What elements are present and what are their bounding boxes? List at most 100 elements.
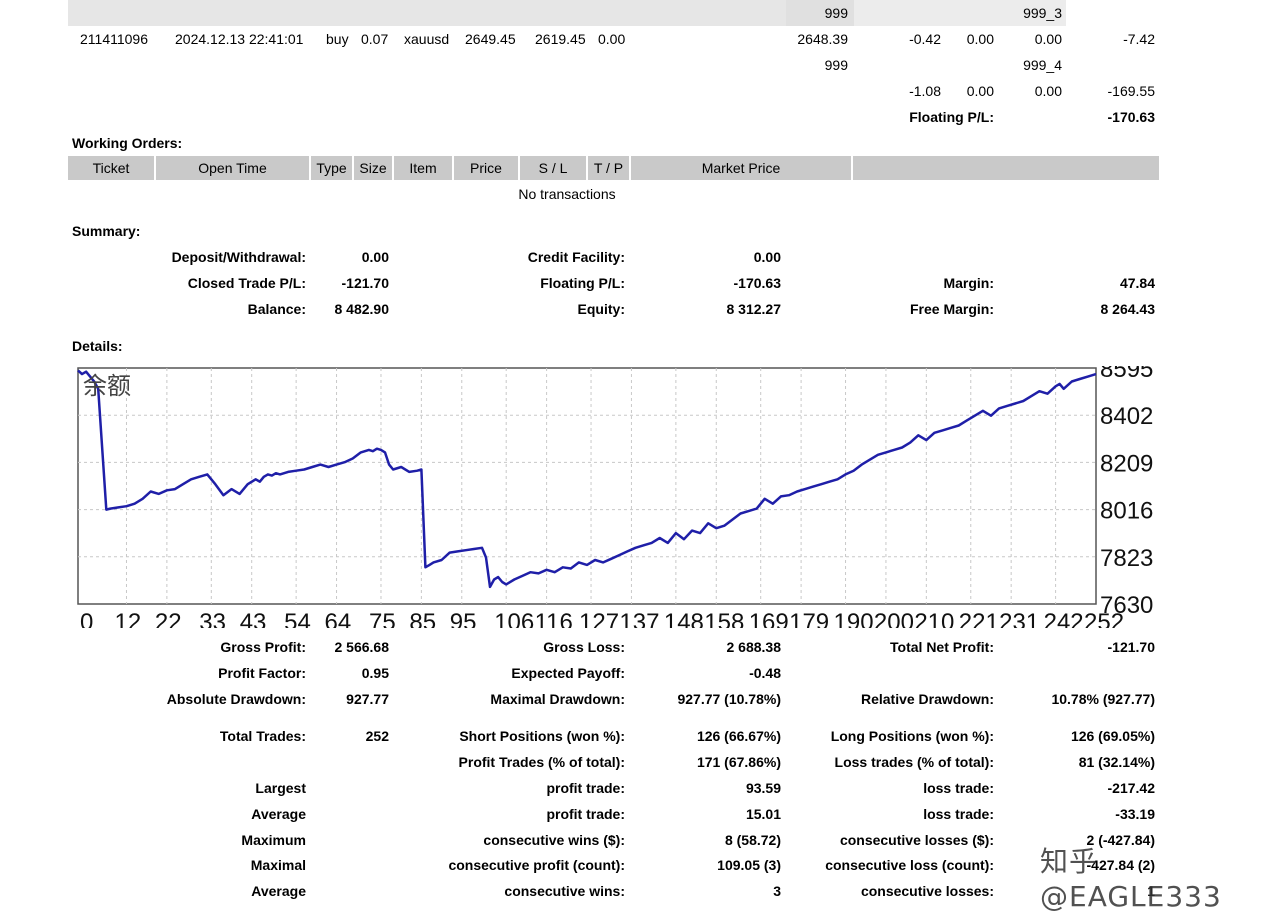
stat-value-v1-3: 252 (365, 728, 389, 744)
stat-value-v3-2: 10.78% (927.77) (1051, 691, 1155, 707)
trade-ticket: 211411096 (80, 31, 148, 47)
chart-title: 余额 (83, 372, 131, 400)
stat-label-l3-2: Relative Drawdown: (860, 691, 994, 707)
stat-label-l3-7: consecutive losses ($): (839, 832, 994, 848)
trade-open-time: 2024.12.13 22:41:01 (175, 31, 304, 47)
details-title: Details: (72, 338, 123, 354)
stat-label-l3-8: consecutive loss (count): (825, 857, 994, 873)
trade-tp: 0.00 (598, 31, 626, 47)
trades-floating-label: Floating P/L: (909, 109, 994, 125)
trade-code-a: 999_3 (1023, 5, 1062, 21)
stat-label-l2-8: consecutive profit (count): (448, 857, 625, 873)
stat-label-l2-3: Short Positions (won %): (459, 728, 625, 744)
margin-value: 47.84 (1119, 275, 1155, 291)
summary-floating-value: -170.63 (733, 275, 781, 291)
stat-label-l2-6: profit trade: (546, 806, 625, 822)
x-tick-label-7: 75 (369, 609, 396, 628)
trade-market-price: 2648.39 (797, 31, 848, 47)
trade-cell-bg (786, 0, 854, 26)
trades-floating-value: -170.63 (1107, 109, 1155, 125)
x-tick-label-17: 179 (789, 609, 829, 628)
stat-label-l2-5: profit trade: (546, 780, 625, 796)
trade-item: xauusd (404, 31, 450, 47)
x-tick-label-23: 242 (1044, 609, 1084, 628)
stat-value-v2-6: 15.01 (745, 806, 781, 822)
stat-label-l1-7: Maximum (241, 832, 306, 848)
stat-label-l1-0: Gross Profit: (220, 639, 306, 655)
trade-price-a: 999 (824, 5, 848, 21)
y-tick-label-5: 7630 (1100, 592, 1153, 619)
stat-value-v3-5: -217.42 (1107, 780, 1155, 796)
trade-sl: 2619.45 (535, 31, 586, 47)
x-tick-label-0: 0 (80, 609, 93, 628)
trade-row-bg (68, 0, 853, 26)
x-tick-label-16: 169 (749, 609, 789, 628)
stat-value-v1-0: 2 566.68 (334, 639, 390, 655)
x-tick-label-12: 127 (579, 609, 619, 628)
x-tick-label-19: 200 (874, 609, 914, 628)
stat-value-v3-4: 81 (32.14%) (1078, 754, 1155, 770)
stat-label-l2-9: consecutive wins: (504, 883, 625, 899)
x-tick-label-8: 85 (409, 609, 436, 628)
stat-value-v3-7: 2 (-427.84) (1086, 832, 1155, 848)
trade-taxes: 0.00 (966, 31, 994, 47)
stat-label-l3-3: Long Positions (won %): (830, 728, 994, 744)
deposit-value: 0.00 (361, 249, 389, 265)
stat-value-v2-5: 93.59 (745, 780, 781, 796)
margin-label: Margin: (943, 275, 994, 291)
equity-label: Equity: (577, 301, 625, 317)
stat-label-l1-6: Average (251, 806, 306, 822)
stat-value-v2-7: 8 (58.72) (724, 832, 781, 848)
stat-label-l2-2: Maximal Drawdown: (490, 691, 625, 707)
stat-label-l1-8: Maximal (250, 857, 306, 873)
col-market-price: Market Price (631, 156, 851, 180)
stat-value-v1-1: 0.95 (361, 665, 389, 681)
stat-label-l3-4: Loss trades (% of total): (834, 754, 994, 770)
free-margin-label: Free Margin: (909, 301, 994, 317)
working-orders-title: Working Orders: (72, 135, 183, 151)
total-commission: -1.08 (909, 83, 941, 99)
stat-value-v2-9: 3 (773, 883, 781, 899)
stat-label-l3-5: loss trade: (923, 780, 994, 796)
trade-cell-bg (854, 0, 1066, 26)
x-tick-label-14: 148 (664, 609, 704, 628)
stat-label-l2-0: Gross Loss: (543, 639, 625, 655)
trade-swap: 0.00 (1034, 31, 1062, 47)
y-tick-label-2: 8209 (1100, 450, 1153, 477)
stat-label-l1-9: Average (251, 883, 306, 899)
summary-title: Summary: (72, 223, 141, 239)
col-blank (853, 156, 1159, 180)
closed-pl-label: Closed Trade P/L: (187, 275, 306, 291)
x-tick-label-20: 210 (914, 609, 954, 628)
x-tick-label-3: 33 (199, 609, 226, 628)
x-tick-label-9: 95 (450, 609, 477, 628)
col-tp: T / P (588, 156, 629, 180)
col-size: Size (354, 156, 392, 180)
stat-label-l1-5: Largest (255, 780, 306, 796)
plot-frame (77, 367, 1097, 605)
x-tick-label-5: 54 (284, 609, 311, 628)
stat-value-v3-3: 126 (69.05%) (1070, 728, 1155, 744)
deposit-label: Deposit/Withdrawal: (171, 249, 306, 265)
x-tick-label-1: 12 (114, 609, 141, 628)
total-taxes: 0.00 (966, 83, 994, 99)
balance-value: 8 482.90 (334, 301, 390, 317)
stat-label-l3-6: loss trade: (923, 806, 994, 822)
stat-value-v3-0: -121.70 (1107, 639, 1155, 655)
stat-label-l2-1: Expected Payoff: (511, 665, 625, 681)
y-tick-label-4: 7823 (1100, 545, 1153, 572)
stat-value-v2-3: 126 (66.67%) (696, 728, 781, 744)
stat-value-v2-8: 109.05 (3) (717, 857, 781, 873)
stat-value-v3-6: -33.19 (1115, 806, 1155, 822)
stat-label-l2-4: Profit Trades (% of total): (458, 754, 625, 770)
credit-label: Credit Facility: (527, 249, 625, 265)
closed-pl-value: -121.70 (341, 275, 389, 291)
trade-price-b: 999 (824, 57, 848, 73)
summary-floating-label: Floating P/L: (540, 275, 625, 291)
credit-value: 0.00 (753, 249, 781, 265)
stat-value-v2-1: -0.48 (749, 665, 781, 681)
trade-code-b: 999_4 (1023, 57, 1062, 73)
trade-type: buy (326, 31, 349, 47)
stat-value-v3-9: 1 (1147, 883, 1155, 899)
stat-value-v3-8: -427.84 (2) (1086, 857, 1155, 873)
